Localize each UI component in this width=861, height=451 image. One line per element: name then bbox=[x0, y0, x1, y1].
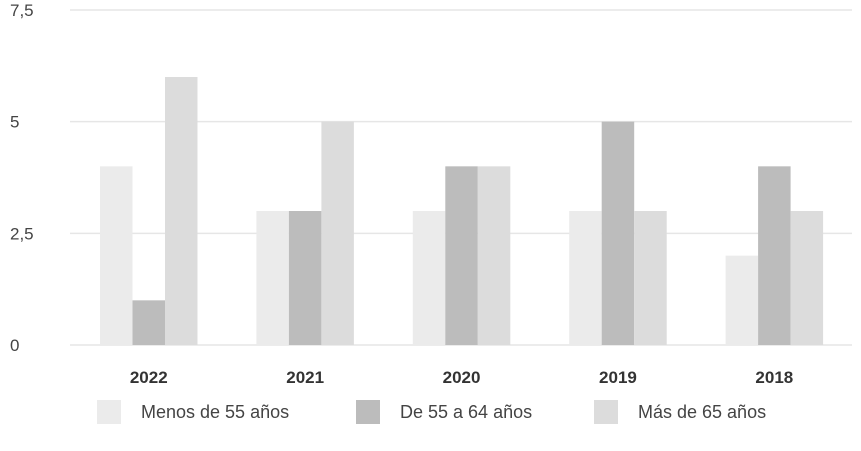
bar-2019-series-1 bbox=[569, 211, 602, 345]
bar-2021-series-1 bbox=[256, 211, 289, 345]
legend-swatch-1 bbox=[97, 400, 121, 424]
bar-2022-series-3 bbox=[165, 77, 198, 345]
bar-2019-series-2 bbox=[601, 121, 635, 346]
x-tick-label: 2021 bbox=[286, 368, 324, 387]
x-tick-label: 2018 bbox=[755, 368, 793, 387]
bar-2020-series-3 bbox=[477, 166, 511, 345]
legend-swatch-2 bbox=[356, 400, 380, 424]
bar-2020-series-1 bbox=[412, 211, 446, 345]
legend: Menos de 55 años De 55 a 64 años Más de 65… bbox=[97, 400, 766, 424]
legend-label-3: Más de 65 años bbox=[638, 402, 766, 422]
legend-label-2: De 55 a 64 años bbox=[400, 402, 532, 422]
x-tick-label: 2020 bbox=[443, 368, 481, 387]
bar-2021-series-2 bbox=[288, 211, 322, 345]
y-tick-label: 7,5 bbox=[10, 1, 34, 20]
bar-2018-series-3 bbox=[790, 211, 824, 345]
bar-2018-series-2 bbox=[758, 166, 791, 345]
bar-2020-series-2 bbox=[445, 166, 478, 345]
x-tick-label: 2022 bbox=[130, 368, 168, 387]
bar-2021-series-3 bbox=[321, 121, 354, 346]
legend-swatch-3 bbox=[594, 400, 618, 424]
x-tick-label: 2019 bbox=[599, 368, 637, 387]
x-axis-ticks: 2022 2021 2020 2019 2018 bbox=[130, 368, 793, 387]
y-tick-label: 5 bbox=[10, 113, 19, 132]
bar-2022-series-2 bbox=[132, 300, 165, 345]
bars bbox=[100, 77, 824, 346]
bar-2022-series-1 bbox=[100, 166, 133, 345]
y-tick-label: 0 bbox=[10, 336, 19, 355]
legend-label-1: Menos de 55 años bbox=[141, 402, 289, 422]
bar-2018-series-1 bbox=[725, 255, 759, 345]
y-tick-label: 2,5 bbox=[10, 224, 34, 243]
bar-2019-series-3 bbox=[634, 211, 667, 345]
y-axis-ticks: 0 2,5 5 7,5 bbox=[10, 1, 34, 355]
